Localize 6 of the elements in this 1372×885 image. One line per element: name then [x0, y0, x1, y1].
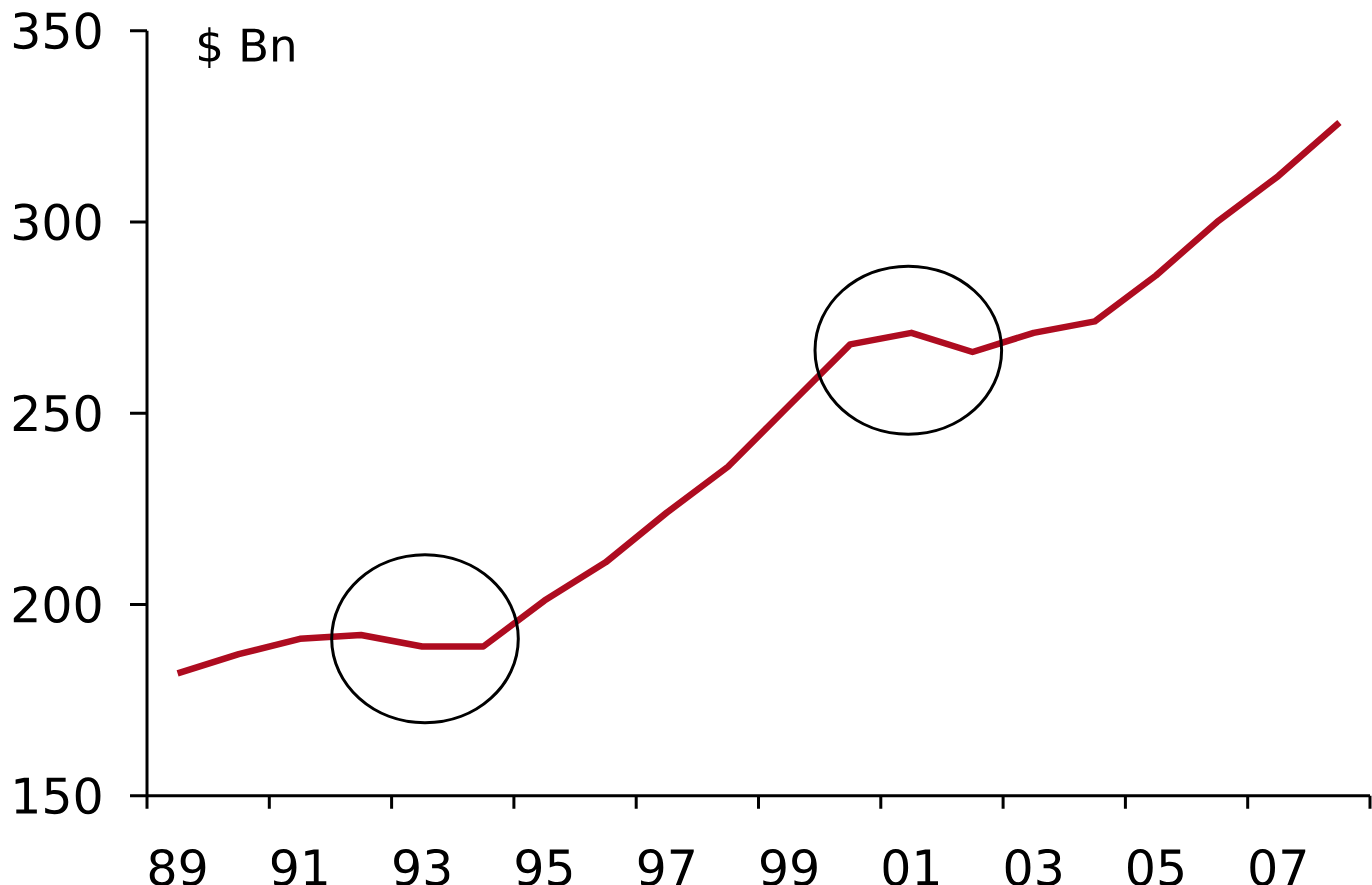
y-tick-label: 150 — [15, 777, 101, 815]
y-axis-title: $ Bn — [199, 27, 294, 69]
y-tick-label: 300 — [13, 203, 101, 241]
y-tick-label: 350 — [13, 12, 101, 50]
y-tick-label: 250 — [13, 394, 101, 432]
y-tick-label: 200 — [13, 585, 101, 623]
